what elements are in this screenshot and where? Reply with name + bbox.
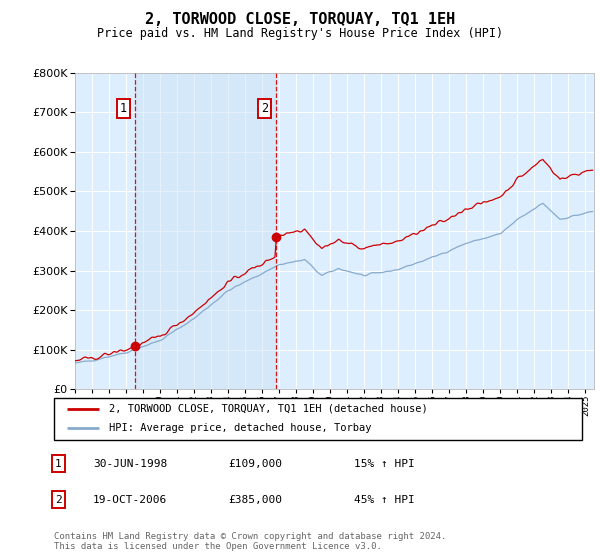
Text: 30-JUN-1998: 30-JUN-1998 [93, 459, 167, 469]
Text: £109,000: £109,000 [228, 459, 282, 469]
Text: 2: 2 [55, 494, 62, 505]
Text: 1: 1 [120, 102, 127, 115]
Text: 2, TORWOOD CLOSE, TORQUAY, TQ1 1EH (detached house): 2, TORWOOD CLOSE, TORQUAY, TQ1 1EH (deta… [109, 404, 428, 414]
Text: Contains HM Land Registry data © Crown copyright and database right 2024.
This d: Contains HM Land Registry data © Crown c… [54, 532, 446, 552]
Text: HPI: Average price, detached house, Torbay: HPI: Average price, detached house, Torb… [109, 423, 372, 433]
Text: 2: 2 [261, 102, 268, 115]
FancyBboxPatch shape [54, 398, 582, 440]
Text: £385,000: £385,000 [228, 494, 282, 505]
Text: 15% ↑ HPI: 15% ↑ HPI [354, 459, 415, 469]
Bar [134, 73, 276, 389]
Text: 19-OCT-2006: 19-OCT-2006 [93, 494, 167, 505]
Text: Price paid vs. HM Land Registry's House Price Index (HPI): Price paid vs. HM Land Registry's House … [97, 27, 503, 40]
Text: 1: 1 [55, 459, 62, 469]
Text: 2, TORWOOD CLOSE, TORQUAY, TQ1 1EH: 2, TORWOOD CLOSE, TORQUAY, TQ1 1EH [145, 12, 455, 27]
Text: 45% ↑ HPI: 45% ↑ HPI [354, 494, 415, 505]
